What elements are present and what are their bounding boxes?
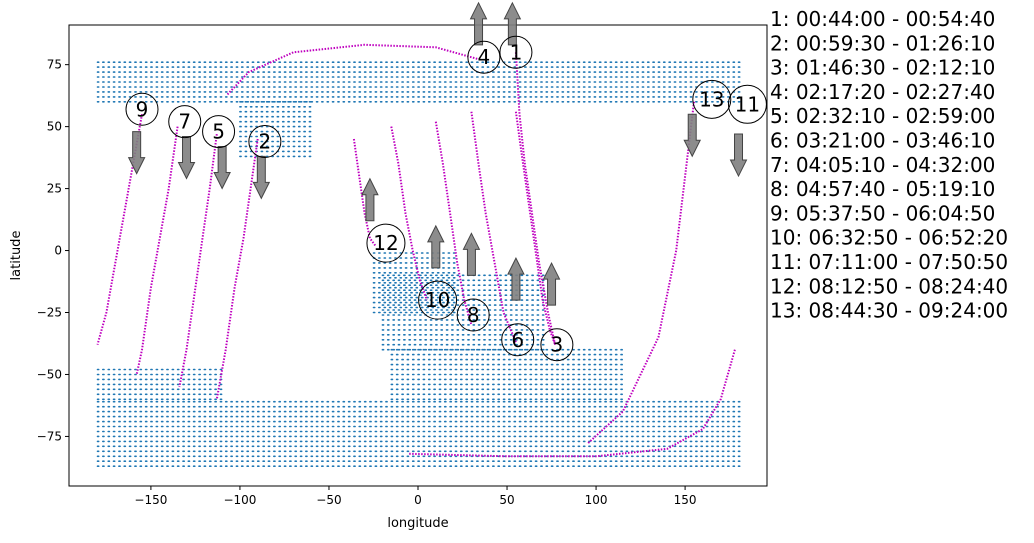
x-tick-label: −100: [223, 493, 256, 507]
ground-track-9: [96, 114, 143, 345]
direction-arrow-3: [542, 261, 561, 306]
y-tick-label: 75: [47, 58, 62, 72]
y-axis-label: latitude: [9, 231, 24, 281]
legend-entry-8: 8: 04:57:40 - 05:19:10: [770, 177, 995, 201]
ground-track-5: [178, 133, 218, 388]
land-points-layer: [96, 61, 741, 467]
ground-track-8: [434, 121, 473, 326]
pass-label-9: 9: [136, 97, 149, 121]
pass-label-circle-2: [248, 124, 282, 158]
legend-entry-5: 5: 02:32:10 - 02:59:00: [770, 104, 995, 128]
direction-arrow-8: [462, 232, 481, 276]
y-tick-label: 0: [54, 244, 62, 258]
ground-track-4: [226, 43, 481, 96]
legend-entry-6: 6: 03:21:00 - 03:46:10: [770, 129, 995, 153]
x-tick-label: −150: [134, 493, 167, 507]
y-tick-label: 25: [47, 182, 62, 196]
pass-label-circle-6: [501, 323, 535, 357]
direction-arrow-2: [252, 155, 271, 200]
ground-track-7: [135, 126, 179, 375]
legend-entry-3: 3: 01:46:30 - 02:12:10: [770, 56, 995, 80]
pass-label-circle-10: [418, 280, 458, 320]
x-tick-label: 50: [499, 493, 514, 507]
pass-label-2: 2: [259, 129, 272, 153]
y-tick-label: 50: [47, 120, 62, 134]
direction-arrow-5: [213, 145, 231, 190]
pass-label-13: 13: [699, 87, 724, 111]
pass-label-3: 3: [551, 333, 564, 357]
pass-label-7: 7: [178, 110, 191, 134]
legend-entry-4: 4: 02:17:20 - 02:27:40: [770, 80, 995, 104]
y-tick-label: −75: [37, 429, 62, 443]
pass-label-6: 6: [511, 328, 524, 352]
legend-entry-9: 9: 05:37:50 - 06:04:50: [770, 201, 995, 225]
ground-track-3: [514, 111, 557, 346]
legend-entry-13: 13: 08:44:30 - 09:24:00: [770, 299, 1008, 323]
y-tick-label: −50: [37, 367, 62, 381]
ground-track-10: [390, 126, 428, 301]
direction-arrow-1: [503, 1, 522, 46]
legend-entry-12: 12: 08:12:50 - 08:24:40: [770, 274, 1008, 298]
direction-arrow-10: [426, 224, 445, 269]
y-tick-label: −25: [37, 306, 62, 320]
x-tick-label: 150: [674, 493, 697, 507]
direction-arrow-7: [177, 136, 196, 180]
pass-label-4: 4: [478, 45, 491, 69]
pass-label-5: 5: [212, 120, 225, 144]
direction-arrow-12: [361, 177, 379, 222]
ground-track-13: [586, 101, 695, 445]
ground-track-12: [352, 138, 377, 247]
land-point-grid: [96, 61, 741, 467]
pass-label-circle-1: [499, 35, 533, 69]
legend-entry-1: 1: 00:44:00 - 00:54:40: [770, 7, 995, 31]
pass-label-1: 1: [510, 40, 523, 64]
pass-label-12: 12: [373, 231, 398, 255]
ground-track-11: [409, 349, 736, 458]
pass-label-8: 8: [467, 303, 480, 327]
pass-label-circle-5: [202, 115, 236, 149]
direction-arrow-13: [683, 113, 702, 158]
pass-label-circle-9: [125, 92, 159, 126]
ground-track-1: [514, 52, 557, 345]
direction-arrow-4: [469, 1, 488, 46]
pass-label-10: 10: [425, 288, 450, 312]
direction-arrow-9: [127, 131, 146, 175]
legend-entry-11: 11: 07:11:00 - 07:50:50: [770, 250, 1008, 274]
pass-label-circle-12: [366, 223, 406, 263]
legend-entry-10: 10: 06:32:50 - 06:52:20: [770, 226, 1008, 250]
pass-label-circle-11: [727, 84, 767, 124]
x-tick-label: 0: [414, 493, 422, 507]
x-tick-label: 100: [585, 493, 608, 507]
legend-entry-2: 2: 00:59:30 - 01:26:10: [770, 31, 995, 55]
pass-label-circle-3: [540, 328, 574, 362]
pass-label-circle-8: [456, 298, 490, 332]
direction-arrow-11: [729, 133, 748, 178]
pass-time-legend: 1: 00:44:00 - 00:54:402: 00:59:30 - 01:2…: [770, 7, 1008, 323]
pass-label-11: 11: [735, 92, 760, 116]
pass-label-circle-4: [467, 40, 501, 74]
x-axis-label: longitude: [387, 516, 448, 531]
pass-label-circle-13: [692, 79, 732, 119]
tracks-layer: [96, 43, 736, 458]
x-tick-label: −50: [316, 493, 341, 507]
direction-arrow-6: [507, 256, 525, 301]
legend-entry-7: 7: 04:05:10 - 04:32:00: [770, 153, 995, 177]
pass-label-circle-7: [168, 105, 202, 139]
